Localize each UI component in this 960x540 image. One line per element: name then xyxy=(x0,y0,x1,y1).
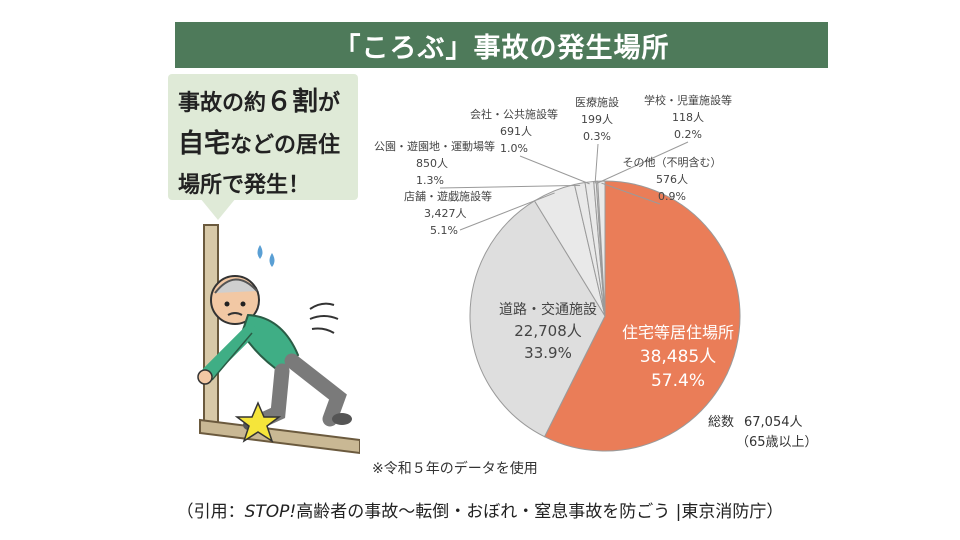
callout-line-1: 事故の約６割が xyxy=(178,82,354,124)
callout-line-1-a: 事故の約 xyxy=(178,91,267,116)
label-shop-count: 3,427人 xyxy=(424,207,467,220)
citation: （引用：STOP!高齢者の事故～転倒・おぼれ・窒息事故を防ごう |東京消防庁） xyxy=(0,497,960,522)
sweat-drops-icon xyxy=(257,245,275,267)
callout-home: 自宅 xyxy=(178,129,231,159)
leader-line-school xyxy=(596,141,689,184)
page-title: 「ころぶ」事故の発生場所 xyxy=(333,32,670,64)
callout-text: 事故の約６割が 自宅などの居住 場所で発生！ xyxy=(178,82,354,206)
label-road: 道路・交通施設 22,708人 33.9% xyxy=(499,301,597,362)
label-shop-name: 店舗・遊戯施設等 xyxy=(404,189,492,203)
label-company-count: 691人 xyxy=(500,125,532,138)
door-frame xyxy=(203,224,219,426)
label-park-name: 公園・遊園地・運動場等 xyxy=(374,139,495,153)
label-company-name: 会社・公共施設等 xyxy=(470,107,558,121)
label-school-pct: 0.2% xyxy=(674,128,702,141)
label-road-name: 道路・交通施設 xyxy=(499,301,597,318)
label-home: 住宅等居住場所 38,485人 57.4% xyxy=(622,323,734,391)
impact-star-icon xyxy=(234,401,282,443)
elderly-man-falling-icon xyxy=(197,275,352,431)
label-park: 公園・遊園地・運動場等 850人 1.3% xyxy=(374,139,495,187)
leader-line-shop xyxy=(459,192,555,231)
pie-slices xyxy=(469,180,741,452)
label-company-pct: 1.0% xyxy=(500,142,528,155)
label-park-count: 850人 xyxy=(416,157,448,170)
citation-body: 高齢者の事故～転倒・おぼれ・窒息事故を防ごう |東京消防庁 xyxy=(296,502,767,522)
label-company: 会社・公共施設等 691人 1.0% xyxy=(470,107,558,155)
citation-italic: STOP! xyxy=(244,502,297,522)
label-school-count: 118人 xyxy=(672,111,704,124)
label-other-count: 576人 xyxy=(656,173,688,186)
callout-wari: 割 xyxy=(292,87,319,117)
floor-step xyxy=(199,418,360,455)
pie-slice-home xyxy=(543,180,741,452)
leader-line-park xyxy=(439,184,581,189)
total-label-name: 総数 xyxy=(708,415,734,430)
label-other-pct: 0.9% xyxy=(658,190,686,203)
falling-elderly-illustration xyxy=(197,224,360,455)
callout-box xyxy=(168,74,358,200)
motion-lines-icon xyxy=(309,302,339,334)
callout-line-2-b: などの居住 xyxy=(230,133,341,158)
pie-slice-road xyxy=(469,200,606,438)
label-medical-pct: 0.3% xyxy=(583,130,611,143)
title-banner: 「ころぶ」事故の発生場所 xyxy=(175,22,828,68)
label-medical: 医療施設 199人 0.3% xyxy=(575,95,619,143)
label-home-pct: 57.4% xyxy=(651,371,705,391)
label-shop-pct: 5.1% xyxy=(430,224,458,237)
citation-prefix: （引用： xyxy=(176,502,245,522)
label-other-name: その他（不明含む） xyxy=(623,155,722,169)
label-medical-name: 医療施設 xyxy=(575,95,619,109)
callout-line-2: 自宅などの居住 xyxy=(178,124,354,166)
leader-line-medical xyxy=(594,143,599,184)
leader-lines xyxy=(439,141,689,231)
label-road-count: 22,708人 xyxy=(514,322,582,340)
citation-suffix: ） xyxy=(766,502,784,522)
label-home-count: 38,485人 xyxy=(640,347,716,367)
total-label: 総数 67,054人 （65歳以上） xyxy=(708,415,818,450)
callout-tail xyxy=(200,198,236,220)
label-school: 学校・児童施設等 118人 0.2% xyxy=(644,93,732,141)
leader-line-other xyxy=(601,182,661,205)
callout-number: ６ xyxy=(266,87,293,117)
label-shop: 店舗・遊戯施設等 3,427人 5.1% xyxy=(404,189,492,237)
label-medical-count: 199人 xyxy=(581,113,613,126)
callout-line-1-c: が xyxy=(318,91,341,116)
data-note: ※令和５年のデータを使用 xyxy=(372,461,538,477)
pie-chart: 住宅等居住場所 38,485人 57.4% 道路・交通施設 22,708人 33… xyxy=(374,93,818,452)
label-home-name: 住宅等居住場所 xyxy=(622,323,734,342)
total-label-note: （65歳以上） xyxy=(736,435,818,450)
callout-line-3: 場所で発生！ xyxy=(178,173,311,198)
total-label-value: 67,054人 xyxy=(744,415,803,430)
label-school-name: 学校・児童施設等 xyxy=(644,93,732,107)
label-other: その他（不明含む） 576人 0.9% xyxy=(623,155,722,203)
leader-line-company xyxy=(519,155,590,185)
label-road-pct: 33.9% xyxy=(524,344,572,362)
label-park-pct: 1.3% xyxy=(416,174,444,187)
